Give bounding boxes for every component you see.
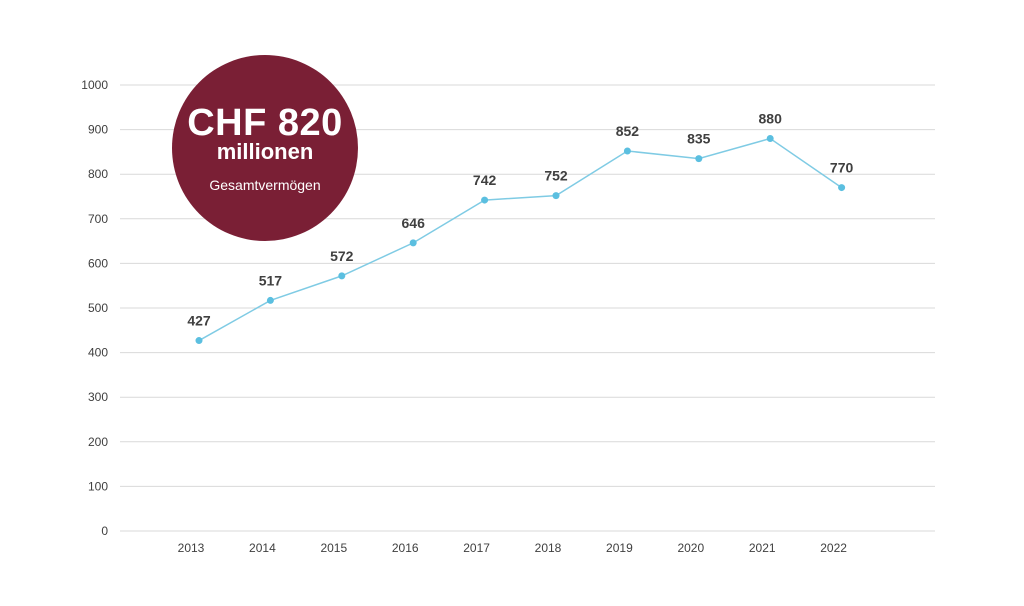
data-label: 517 bbox=[259, 272, 283, 288]
y-tick-label: 800 bbox=[88, 167, 108, 181]
data-point bbox=[552, 192, 560, 200]
data-label: 852 bbox=[616, 123, 640, 139]
y-tick-label: 200 bbox=[88, 435, 108, 449]
data-point bbox=[481, 196, 489, 204]
y-tick-label: 600 bbox=[88, 256, 108, 270]
x-tick-label: 2016 bbox=[392, 541, 419, 555]
x-tick-label: 2013 bbox=[178, 541, 205, 555]
y-tick-label: 900 bbox=[88, 123, 108, 137]
y-tick-label: 300 bbox=[88, 390, 108, 404]
data-label: 572 bbox=[330, 248, 354, 264]
series-line bbox=[195, 135, 846, 345]
badge-amount: CHF 820 bbox=[187, 102, 343, 144]
x-tick-label: 2018 bbox=[535, 541, 562, 555]
data-label: 742 bbox=[473, 172, 497, 188]
data-labels: 427 517 572 646 742 752 852 835 880 770 bbox=[187, 111, 853, 329]
total-assets-badge: CHF 820 millionen Gesamtvermögen bbox=[172, 55, 358, 241]
x-tick-label: 2019 bbox=[606, 541, 633, 555]
y-tick-label: 0 bbox=[101, 524, 108, 538]
data-point bbox=[623, 147, 631, 155]
data-point bbox=[195, 337, 203, 345]
data-label: 770 bbox=[830, 160, 854, 176]
series-path bbox=[198, 137, 843, 342]
badge-caption: Gesamtvermögen bbox=[209, 177, 321, 193]
y-tick-label: 700 bbox=[88, 212, 108, 226]
data-point bbox=[266, 296, 274, 304]
y-tick-label: 400 bbox=[88, 346, 108, 360]
y-tick-label: 100 bbox=[88, 479, 108, 493]
data-point bbox=[695, 155, 703, 163]
x-tick-label: 2015 bbox=[320, 541, 347, 555]
data-point bbox=[838, 184, 846, 192]
data-point bbox=[766, 135, 774, 143]
x-tick-label: 2014 bbox=[249, 541, 276, 555]
x-tick-label: 2022 bbox=[820, 541, 847, 555]
data-label: 835 bbox=[687, 131, 711, 147]
x-tick-label: 2021 bbox=[749, 541, 776, 555]
x-tick-label: 2017 bbox=[463, 541, 490, 555]
data-point bbox=[409, 239, 417, 247]
data-label: 427 bbox=[187, 313, 211, 329]
x-axis-ticks: 2013 2014 2015 2016 2017 2018 2019 2020 2021 2022 bbox=[178, 541, 848, 555]
x-tick-label: 2020 bbox=[677, 541, 704, 555]
data-point bbox=[338, 272, 346, 280]
data-label: 646 bbox=[402, 215, 426, 231]
y-tick-label: 500 bbox=[88, 301, 108, 315]
y-tick-label: 1000 bbox=[81, 78, 108, 92]
data-label: 880 bbox=[759, 111, 783, 127]
badge-unit: millionen bbox=[216, 139, 314, 164]
y-axis-ticks: 0 100 200 300 400 500 600 700 800 900 1000 bbox=[81, 78, 108, 538]
data-label: 752 bbox=[544, 168, 568, 184]
